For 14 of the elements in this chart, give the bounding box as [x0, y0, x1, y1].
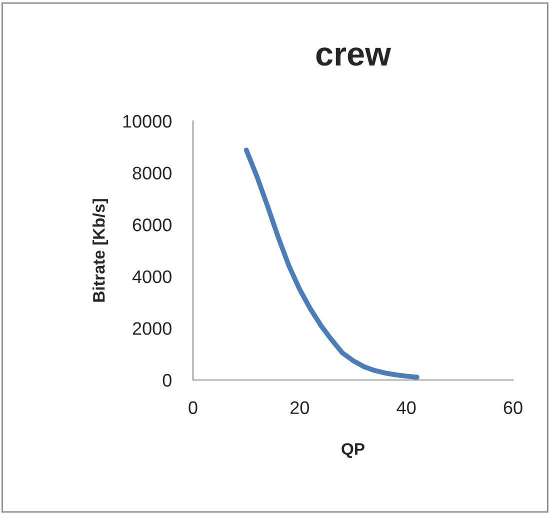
- y-tick-label: 4000: [132, 270, 172, 284]
- y-axis-title: Bitrate [Kb/s]: [92, 199, 108, 302]
- chart-title: crew: [316, 47, 392, 66]
- x-tick-label: 0: [188, 401, 198, 414]
- y-tick-label: 10000: [123, 114, 172, 128]
- line-series: [244, 148, 420, 380]
- y-tick-label: 8000: [132, 166, 172, 180]
- x-tick-label: 40: [396, 401, 416, 414]
- y-tick-label: 0: [162, 374, 172, 387]
- x-tick-label: 60: [504, 401, 522, 414]
- y-tick-label: 6000: [132, 218, 172, 232]
- y-tick-label: 2000: [132, 322, 172, 335]
- x-axis-title: QP: [342, 443, 364, 458]
- x-tick-label: 20: [290, 401, 310, 414]
